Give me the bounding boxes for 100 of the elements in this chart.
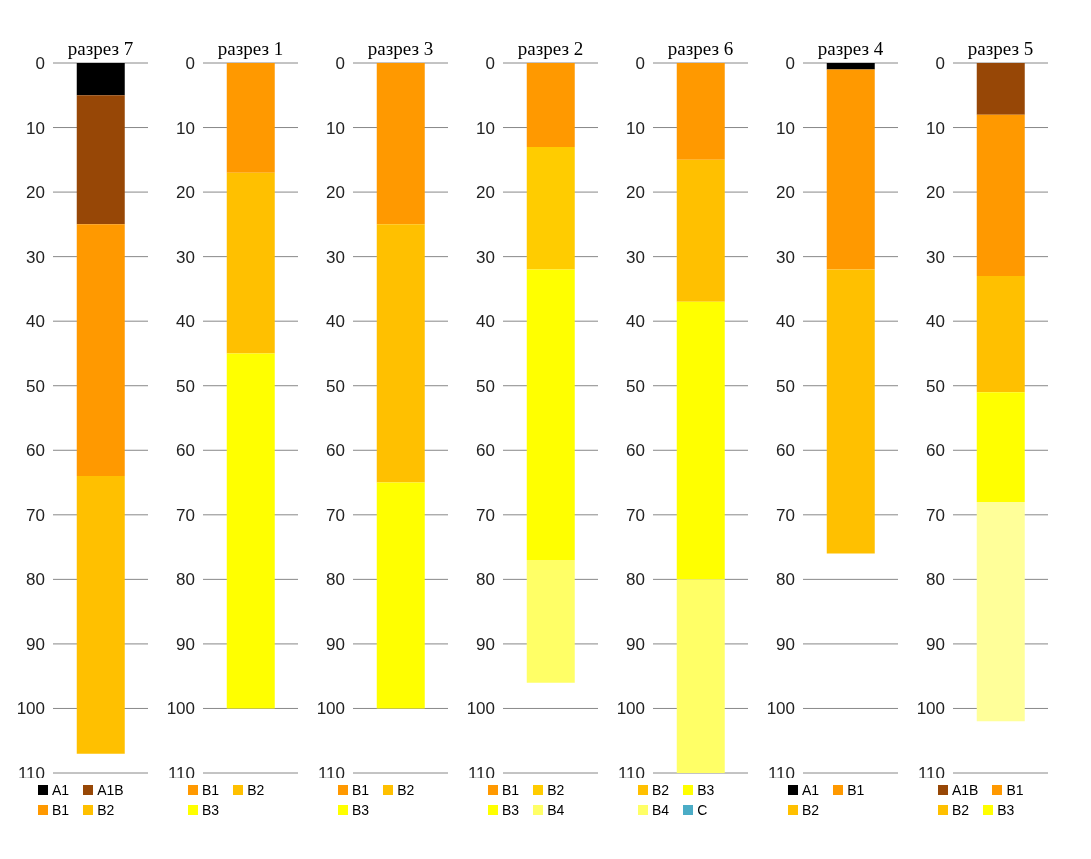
- legend-label: B1: [847, 782, 865, 798]
- y-tick-label: 70: [776, 505, 795, 525]
- y-tick-label: 80: [176, 570, 195, 590]
- legend-label: B1: [202, 782, 220, 798]
- bar: [976, 63, 1025, 115]
- y-tick-label: 70: [176, 505, 195, 525]
- bar: [976, 501, 1025, 722]
- bar: [76, 224, 125, 477]
- y-tick-label: 10: [626, 118, 645, 138]
- y-tick-label: 40: [926, 312, 945, 332]
- x-tick-label: разрез 3: [367, 38, 434, 59]
- y-tick-label: 30: [626, 247, 645, 267]
- y-tick-label: 90: [776, 634, 795, 654]
- y-tick-label: 10: [326, 118, 345, 138]
- legend-label: B2: [247, 782, 265, 798]
- y-tick-label: 90: [476, 634, 495, 654]
- legend-label: B4: [547, 802, 565, 818]
- y-tick-label: 70: [926, 505, 945, 525]
- y-tick-label: 90: [176, 634, 195, 654]
- y-tick-label: 80: [626, 570, 645, 590]
- y-tick-label: 30: [776, 247, 795, 267]
- legend-label: B3: [502, 802, 520, 818]
- y-tick-label: 100: [466, 699, 495, 719]
- y-tick-label: 20: [26, 183, 45, 203]
- bar: [76, 95, 125, 225]
- y-tick-label: 80: [776, 570, 795, 590]
- y-tick-label: 60: [326, 441, 345, 461]
- legend-label: B4: [652, 802, 670, 818]
- legend-label: B1: [352, 782, 370, 798]
- y-tick-label: 60: [626, 441, 645, 461]
- y-tick-label: 60: [176, 441, 195, 461]
- bar: [76, 476, 125, 754]
- legend-label: B2: [802, 802, 820, 818]
- y-tick-label: 30: [476, 247, 495, 267]
- legend-label: A1: [802, 782, 820, 798]
- y-tick-label: 80: [326, 570, 345, 590]
- y-tick-label: 0: [935, 54, 945, 74]
- y-tick-label: 40: [176, 312, 195, 332]
- y-tick-label: 70: [326, 505, 345, 525]
- y-tick-label: 90: [926, 634, 945, 654]
- x-tick-label: разрез 2: [517, 38, 584, 59]
- y-tick-label: 50: [926, 376, 945, 396]
- bar: [526, 146, 575, 270]
- y-tick-label: 30: [26, 247, 45, 267]
- bar: [376, 224, 425, 483]
- bar: [226, 172, 275, 354]
- y-tick-label: 90: [26, 634, 45, 654]
- legend-label: A1: [52, 782, 70, 798]
- y-tick-label: 30: [326, 247, 345, 267]
- legend-label: C: [697, 802, 708, 818]
- y-tick-label: 40: [326, 312, 345, 332]
- y-tick-label: 10: [926, 118, 945, 138]
- y-tick-label: 40: [776, 312, 795, 332]
- y-tick-label: 20: [476, 183, 495, 203]
- y-tick-label: 100: [166, 699, 195, 719]
- x-tick-label: разрез 7: [67, 38, 134, 59]
- y-tick-label: 60: [26, 441, 45, 461]
- bar: [376, 63, 425, 225]
- legend-label: B3: [697, 782, 715, 798]
- legend-label: B1: [502, 782, 520, 798]
- x-tick-label: разрез 4: [817, 38, 884, 59]
- legend-label: B3: [997, 802, 1015, 818]
- bar: [826, 69, 875, 270]
- y-tick-label: 40: [26, 312, 45, 332]
- y-tick-label: 20: [776, 183, 795, 203]
- y-tick-label: 0: [185, 54, 195, 74]
- y-tick-label: 0: [635, 54, 645, 74]
- bar: [676, 579, 725, 773]
- y-tick-label: 40: [476, 312, 495, 332]
- bar: [676, 159, 725, 302]
- y-tick-label: 70: [476, 505, 495, 525]
- bar: [676, 63, 725, 160]
- y-tick-label: 20: [326, 183, 345, 203]
- y-tick-label: 10: [176, 118, 195, 138]
- bar: [976, 392, 1025, 502]
- legend-label: B1: [52, 802, 70, 818]
- legend-label: B2: [652, 782, 670, 798]
- bar: [976, 276, 1025, 393]
- bar: [826, 269, 875, 554]
- y-tick-label: 70: [26, 505, 45, 525]
- legend-label: B2: [952, 802, 970, 818]
- y-tick-label: 60: [776, 441, 795, 461]
- y-tick-label: 30: [176, 247, 195, 267]
- y-tick-label: 0: [485, 54, 495, 74]
- y-tick-label: 100: [616, 699, 645, 719]
- y-tick-label: 60: [476, 441, 495, 461]
- bar: [376, 482, 425, 709]
- y-tick-label: 0: [35, 54, 45, 74]
- x-tick-label: разрез 5: [967, 38, 1034, 59]
- bar: [526, 269, 575, 560]
- y-tick-label: 100: [766, 699, 795, 719]
- y-tick-label: 10: [476, 118, 495, 138]
- legend-label: B3: [352, 802, 370, 818]
- bar: [226, 353, 275, 709]
- bar: [676, 301, 725, 580]
- y-tick-label: 50: [26, 376, 45, 396]
- legend-label: B3: [202, 802, 220, 818]
- y-tick-label: 50: [176, 376, 195, 396]
- y-tick-label: 10: [776, 118, 795, 138]
- y-tick-label: 70: [626, 505, 645, 525]
